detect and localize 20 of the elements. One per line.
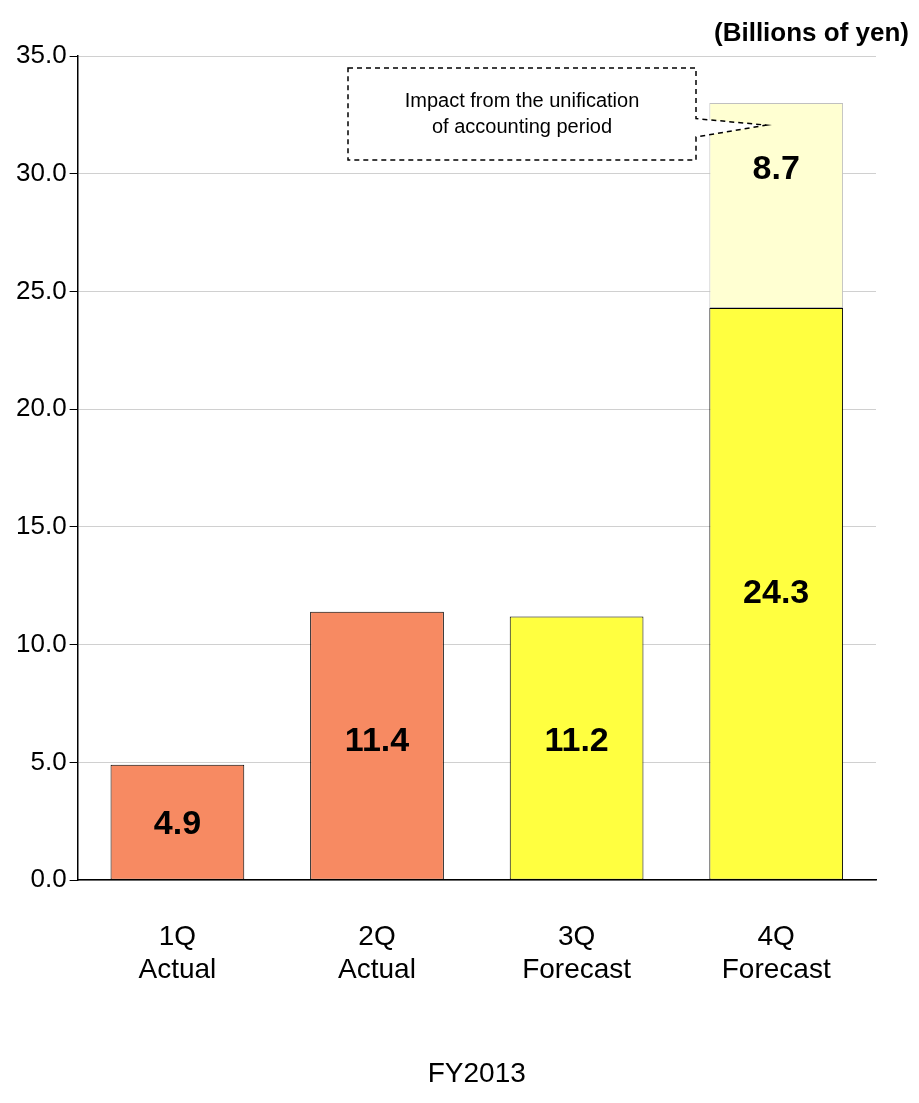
data-label: 11.2 (544, 720, 609, 759)
y-tick-label: 15.0 (15, 510, 67, 541)
annotation: Impact from the unification of accounting period (404, 88, 640, 137)
x-tick-label: 1Q Actual (138, 919, 217, 985)
x-tick-label: 2Q Actual (338, 919, 416, 985)
y-tick-label: 5.0 (30, 745, 67, 776)
y-tick-label: 20.0 (15, 392, 67, 423)
y-tick-label: 30.0 (15, 156, 67, 187)
data-label: 24.3 (743, 572, 810, 611)
y-tick-label: 0.0 (30, 863, 67, 894)
data-label: 11.4 (344, 720, 410, 759)
data-label: 8.7 (752, 148, 800, 187)
data-label: 4.9 (153, 803, 202, 842)
x-tick-label: 3Q Forecast (522, 919, 632, 985)
y-tick-label: 25.0 (15, 274, 67, 305)
y-tick-label: 35.0 (15, 39, 67, 70)
y-axis-title: (Billions of yen) (714, 17, 909, 48)
x-tick-label: 4Q Forecast (721, 919, 831, 985)
y-tick-label: 10.0 (15, 627, 67, 658)
x-axis-title: FY2013 (427, 1056, 526, 1088)
